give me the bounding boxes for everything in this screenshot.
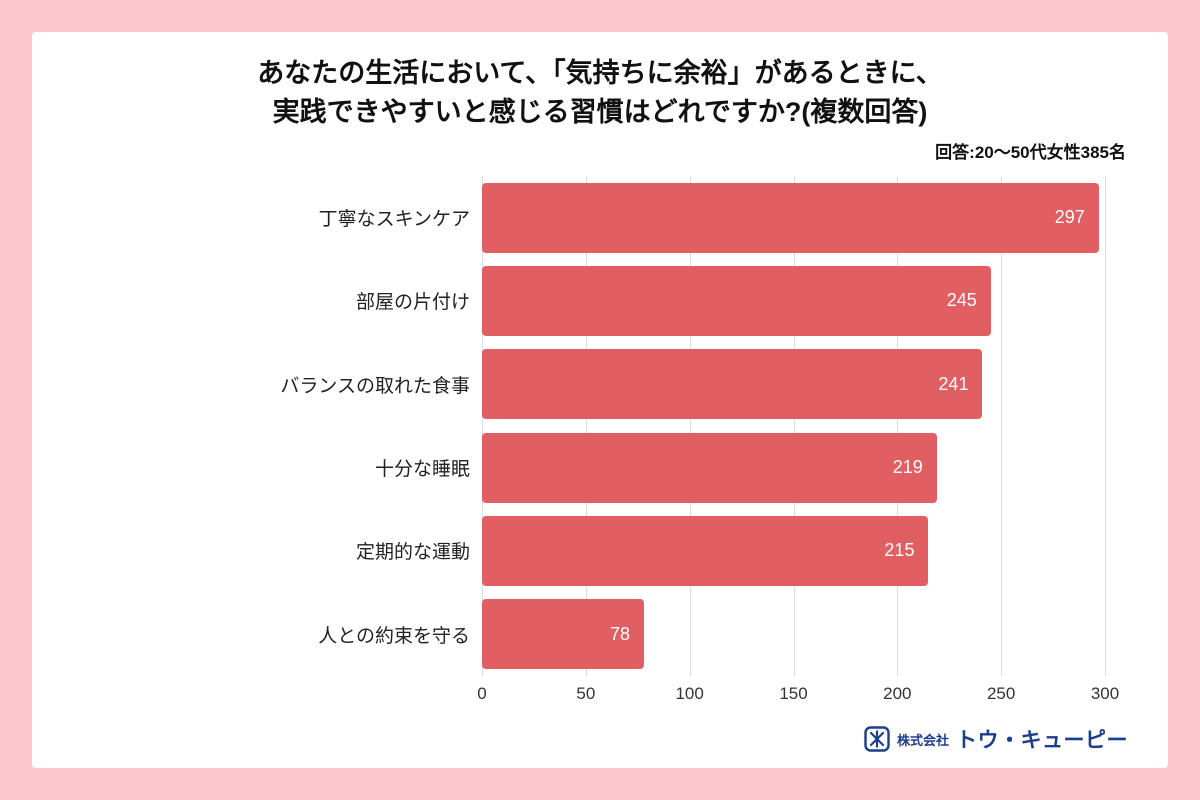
label-row: 部屋の片付け: [32, 259, 470, 342]
bar-value: 215: [884, 540, 915, 561]
bar-value: 78: [609, 623, 630, 644]
bar: 219: [482, 432, 937, 503]
company-prefix-label: 株式会社: [896, 732, 949, 748]
chart-title-line2: 実践できやすいと感じる習慣はどれですか?(複数回答): [272, 97, 928, 128]
x-tick-label: 0: [477, 684, 487, 703]
bar-label: 人との約束を守る: [318, 625, 470, 647]
bar-value: 241: [938, 373, 969, 394]
label-row: 定期的な運動: [32, 509, 470, 592]
x-tick-label: 200: [883, 684, 912, 703]
chart-subtitle: 回答:20〜50代女性385名: [935, 143, 1126, 163]
bar-row: 219: [482, 426, 1105, 509]
gridline: [1001, 176, 1003, 676]
gridline: [793, 176, 795, 676]
label-row: 人との約束を守る: [32, 593, 470, 676]
bar-value: 245: [946, 290, 977, 311]
bar-row: 297: [482, 176, 1105, 259]
bar-rows: 297 245 241 219 215 78: [482, 176, 1105, 676]
bar-row: 245: [482, 259, 1105, 342]
bar-label: 丁寧なスキンケア: [318, 209, 470, 231]
x-tick-label: 250: [986, 684, 1016, 703]
bar-label: 定期的な運動: [355, 542, 470, 564]
bar-row: 241: [482, 343, 1105, 426]
gridline: [585, 176, 587, 676]
chart-title: あなたの生活において、「気持ちに余裕」があるときに、 実践できやすいと感じる習慣…: [32, 54, 1168, 132]
company-logo-icon: [864, 726, 890, 752]
bar: 241: [482, 349, 983, 420]
x-tick-label: 300: [1090, 684, 1120, 703]
bar-row: 78: [482, 593, 1105, 676]
chart-card: あなたの生活において、「気持ちに余裕」があるときに、 実践できやすいと感じる習慣…: [32, 32, 1168, 768]
plot-area: 297 245 241 219 215 78: [482, 176, 1106, 676]
x-tick-label: 100: [675, 684, 704, 703]
bar-label: 十分な睡眠: [374, 459, 470, 481]
bar-row: 215: [482, 509, 1105, 592]
x-tick-label: 50: [576, 684, 596, 703]
bar: 245: [482, 265, 991, 336]
gridline: [1105, 176, 1106, 676]
bar-chart: 丁寧なスキンケア部屋の片付けバランスの取れた食事十分な睡眠定期的な運動人との約束…: [32, 176, 1168, 736]
bar: 78: [482, 599, 644, 670]
x-axis: 0 50 100 150 200 250 300: [477, 680, 1119, 710]
gridline: [689, 176, 691, 676]
bar-value: 219: [892, 457, 923, 478]
company-brand-label: トウ・キューピー: [956, 729, 1128, 752]
bar-label: 部屋の片付け: [355, 292, 470, 314]
bar: 297: [482, 182, 1099, 253]
bar-label: バランスの取れた食事: [280, 375, 470, 397]
company-credit: 株式会社 トウ・キューピー: [864, 724, 1128, 754]
gridline: [897, 176, 899, 676]
gridline: [482, 176, 483, 676]
label-row: バランスの取れた食事: [32, 343, 470, 426]
label-row: 丁寧なスキンケア: [32, 176, 470, 259]
bar-value: 297: [1054, 207, 1085, 228]
gridlines: [482, 176, 1106, 676]
x-tick-label: 150: [779, 684, 808, 703]
bar: 215: [482, 515, 929, 586]
label-row: 十分な睡眠: [32, 426, 470, 509]
chart-title-line1: あなたの生活において、「気持ちに余裕」があるときに、: [257, 58, 943, 88]
category-labels: 丁寧なスキンケア部屋の片付けバランスの取れた食事十分な睡眠定期的な運動人との約束…: [32, 176, 470, 676]
